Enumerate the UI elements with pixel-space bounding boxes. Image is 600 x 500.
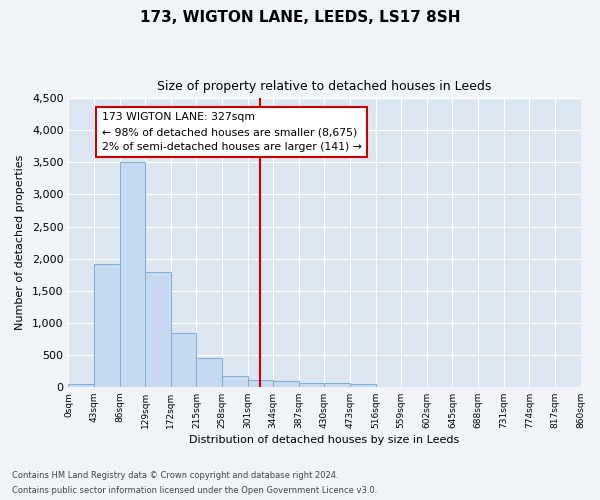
Bar	[119, 162, 145, 387]
Bar	[273, 382, 299, 387]
Bar	[299, 383, 325, 387]
Bar	[145, 272, 171, 387]
Bar	[94, 264, 119, 387]
Bar	[350, 384, 376, 387]
Title: Size of property relative to detached houses in Leeds: Size of property relative to detached ho…	[157, 80, 491, 93]
X-axis label: Distribution of detached houses by size in Leeds: Distribution of detached houses by size …	[190, 435, 460, 445]
Bar	[222, 376, 248, 387]
Bar	[171, 333, 196, 387]
Text: 173, WIGTON LANE, LEEDS, LS17 8SH: 173, WIGTON LANE, LEEDS, LS17 8SH	[140, 10, 460, 25]
Bar	[68, 384, 94, 387]
Text: 173 WIGTON LANE: 327sqm
← 98% of detached houses are smaller (8,675)
2% of semi-: 173 WIGTON LANE: 327sqm ← 98% of detache…	[102, 112, 362, 152]
Text: Contains public sector information licensed under the Open Government Licence v3: Contains public sector information licen…	[12, 486, 377, 495]
Y-axis label: Number of detached properties: Number of detached properties	[15, 155, 25, 330]
Bar	[196, 358, 222, 387]
Text: Contains HM Land Registry data © Crown copyright and database right 2024.: Contains HM Land Registry data © Crown c…	[12, 471, 338, 480]
Bar	[248, 380, 273, 387]
Bar	[325, 384, 350, 387]
